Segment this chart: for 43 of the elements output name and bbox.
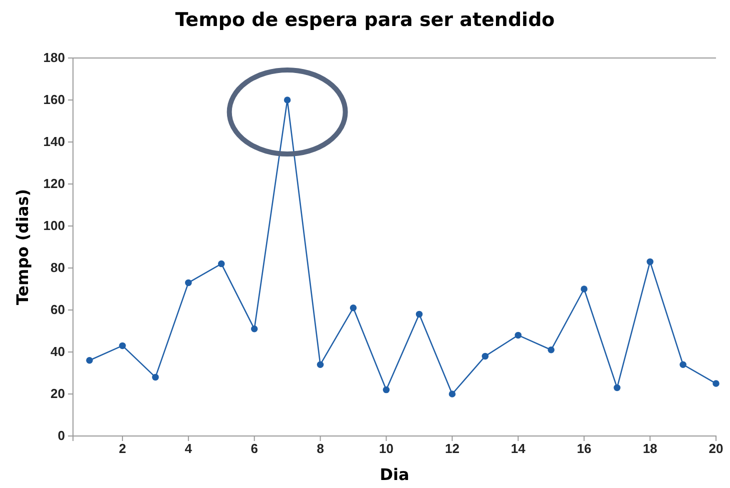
point <box>482 352 489 360</box>
point <box>350 304 357 312</box>
point <box>382 386 390 394</box>
point <box>712 380 720 387</box>
x-tick-label: 10 <box>379 441 394 456</box>
point <box>284 96 291 104</box>
chart-title: Tempo de espera para ser atendido <box>175 9 555 31</box>
y-tick-label: 100 <box>43 218 65 234</box>
point <box>152 374 159 381</box>
y-tick-label: 80 <box>50 260 65 276</box>
point <box>185 279 192 286</box>
y-tick-label: 140 <box>43 134 65 150</box>
y-tick-label: 20 <box>50 386 65 402</box>
x-tick-label: 8 <box>316 441 324 456</box>
y-tick-label: 60 <box>50 302 65 318</box>
point <box>548 346 555 354</box>
x-axis-title: Dia <box>380 465 410 484</box>
x-tick-label: 18 <box>642 441 658 456</box>
point <box>646 258 654 266</box>
y-tick-label: 0 <box>58 428 65 444</box>
x-tick-label: 14 <box>510 441 526 456</box>
x-tick-label: 12 <box>444 441 460 456</box>
point <box>448 390 456 398</box>
x-tick-label: 16 <box>576 441 592 456</box>
point <box>218 260 225 268</box>
point <box>316 361 324 368</box>
x-tick-label: 20 <box>708 441 724 456</box>
x-tick-label: 2 <box>118 441 126 456</box>
point <box>580 286 588 292</box>
y-tick-label: 40 <box>50 344 65 360</box>
point <box>680 361 686 368</box>
x-tick-label: 4 <box>184 441 193 456</box>
y-tick-label: 120 <box>43 176 65 192</box>
y-tick-label: 160 <box>43 92 65 108</box>
point <box>86 357 93 364</box>
point <box>614 384 620 392</box>
point <box>250 326 258 332</box>
y-axis-title: Tempo (dias) <box>13 188 32 306</box>
point <box>514 332 522 339</box>
point <box>119 342 126 350</box>
y-tick-label: 180 <box>43 50 65 66</box>
point <box>416 310 423 318</box>
x-tick-label: 6 <box>250 441 258 456</box>
